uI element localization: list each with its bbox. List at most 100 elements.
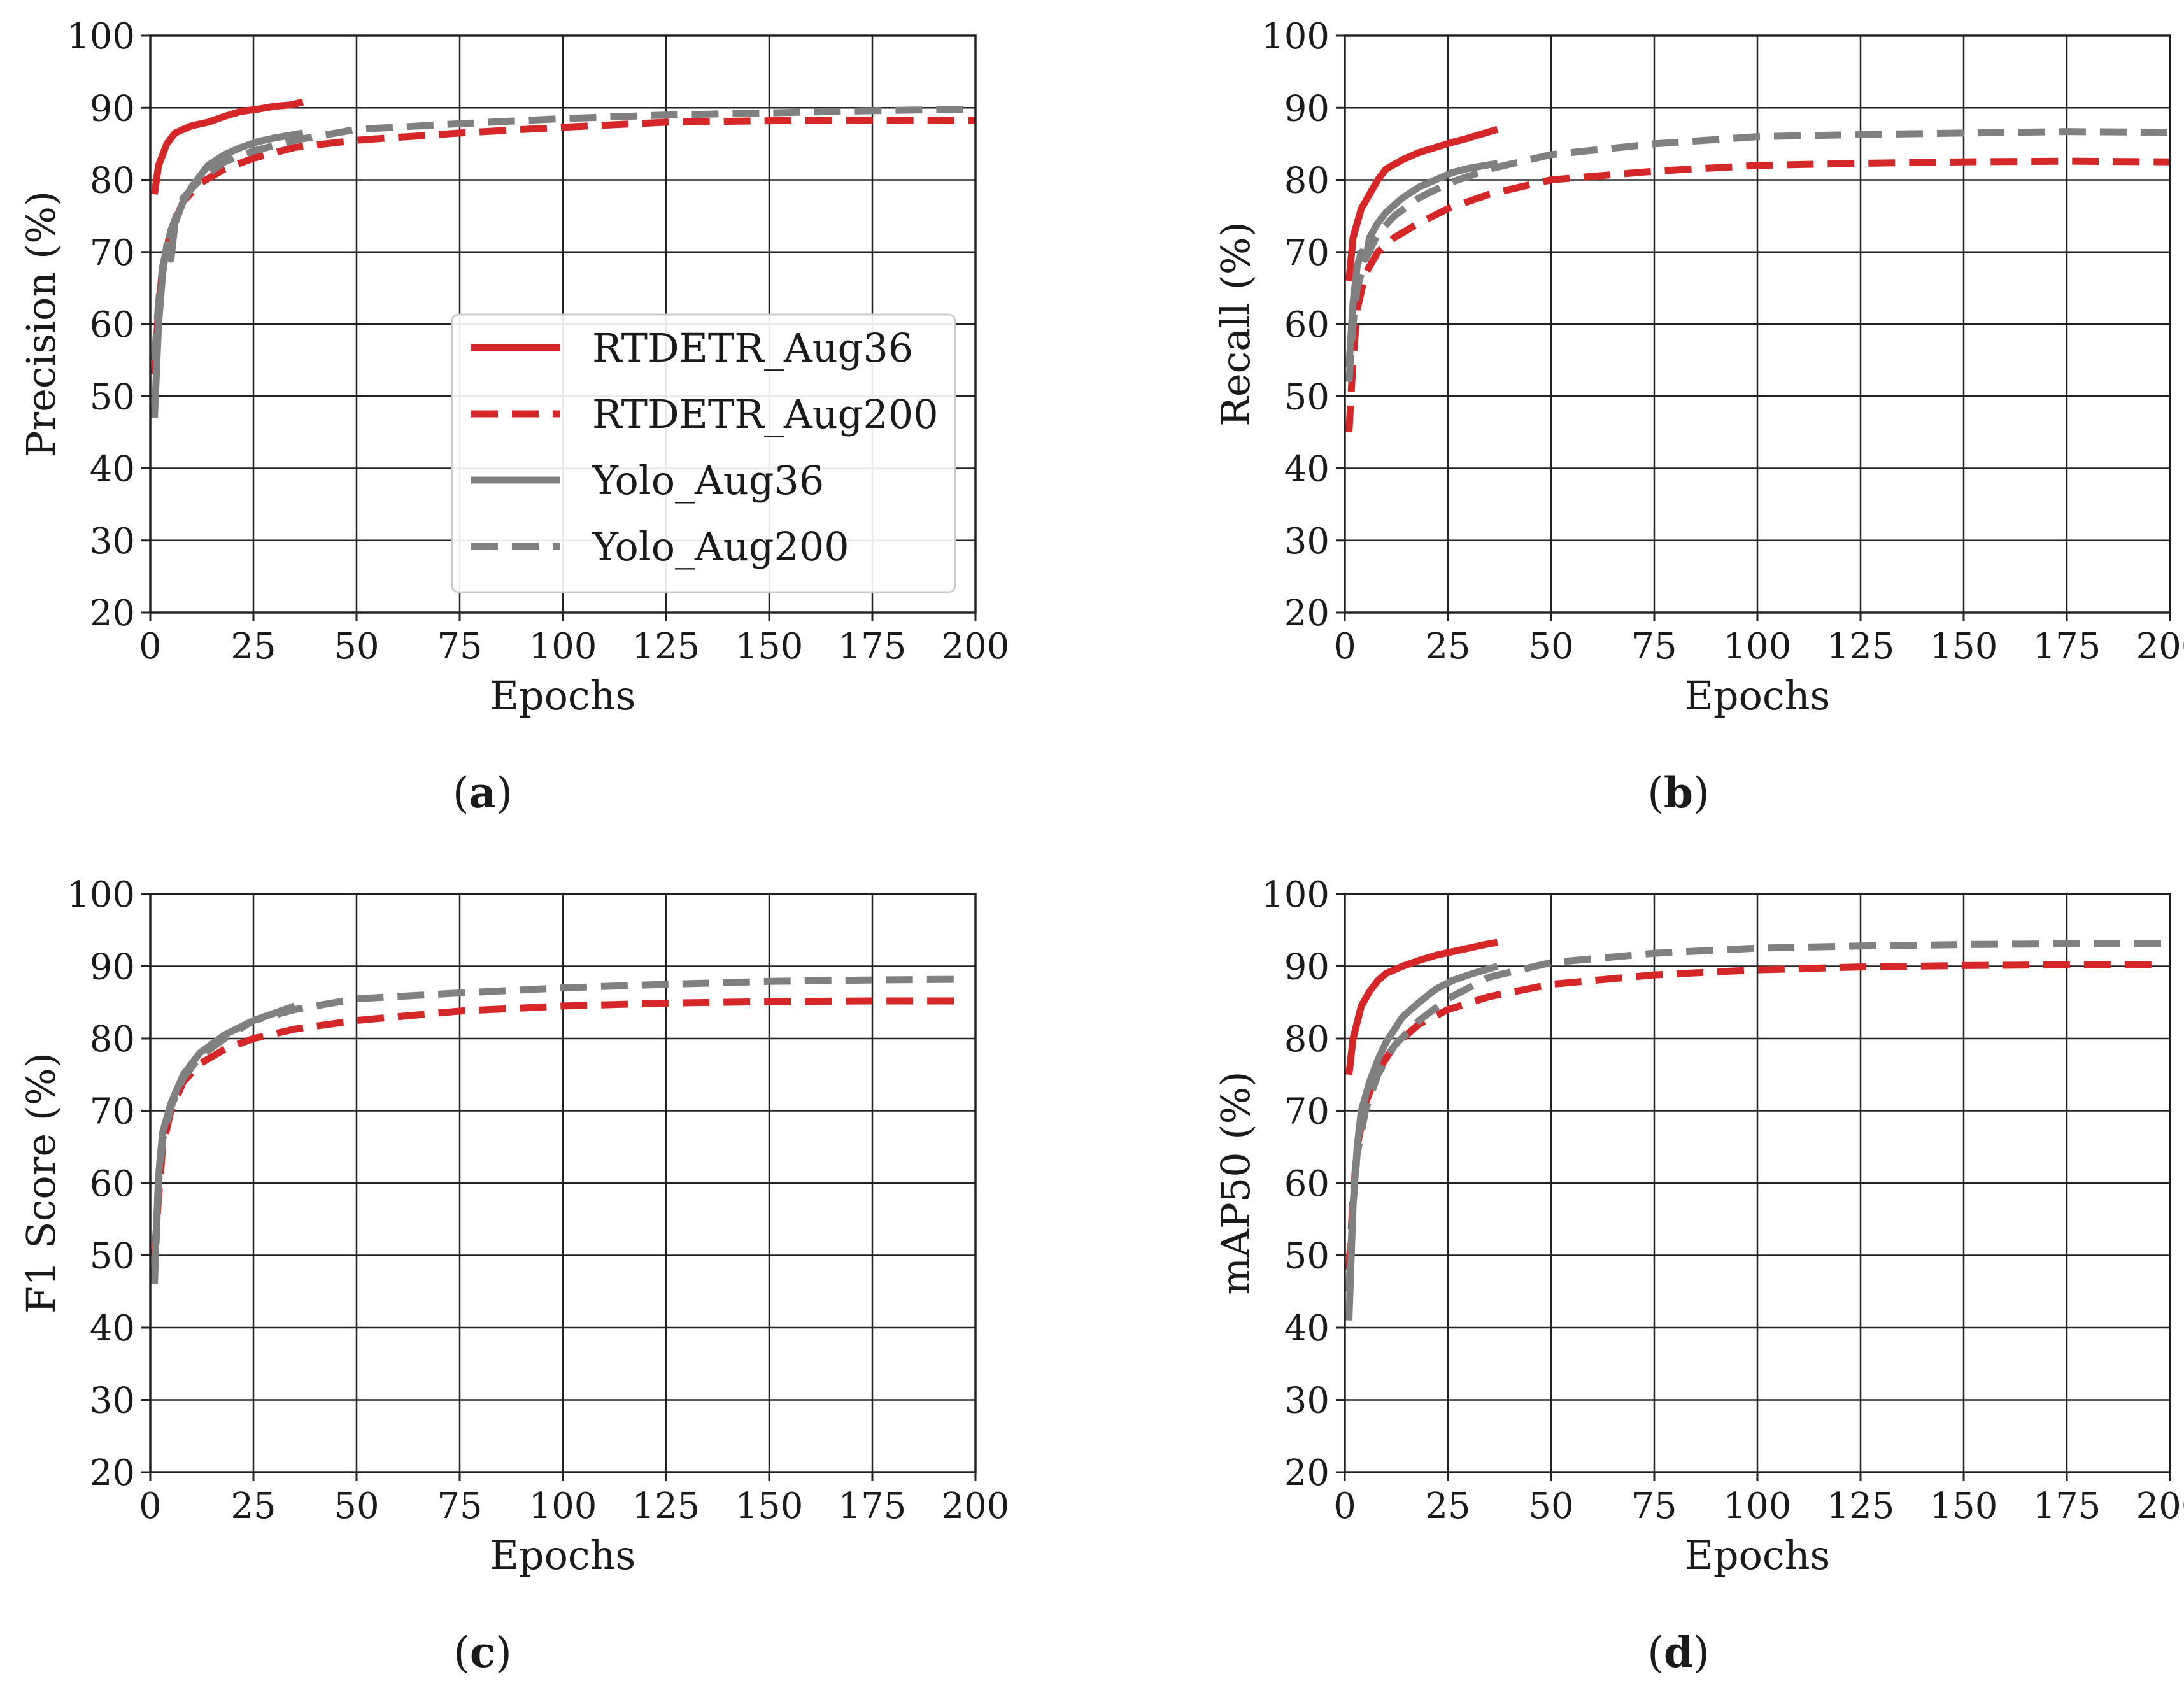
panel-c: 0 25 50 75 100 125 150 175 200 20 30 40 50 60 70 80 90 10… [18, 874, 1009, 1677]
x-tick-label: 200 [942, 1486, 1010, 1527]
y-tick-label: 50 [1284, 376, 1330, 418]
y-tick-label: 90 [1284, 947, 1330, 988]
x-tick-label: 150 [735, 626, 804, 667]
x-axis-label: Epochs [490, 672, 636, 719]
x-tick-label: 0 [1333, 1486, 1356, 1527]
x-tick-label: 25 [1425, 626, 1470, 667]
y-tick-label: 50 [90, 376, 135, 418]
x-tick-label: 200 [2136, 626, 2184, 667]
y-axis-label: mAP50 (%) [1212, 1071, 1259, 1294]
y-tick-label: 100 [1261, 874, 1330, 916]
x-tick-label: 125 [632, 1486, 700, 1527]
y-tick-label: 90 [90, 88, 135, 129]
y-tick-label: 40 [90, 1308, 135, 1349]
y-tick-label: 70 [90, 232, 135, 274]
y-axis-label: F1 Score (%) [18, 1053, 64, 1314]
x-tick-label: 175 [839, 626, 907, 667]
caption-close-paren: ) [495, 1628, 512, 1677]
y-tick-label: 100 [1261, 16, 1330, 57]
x-tick-label: 75 [437, 1486, 482, 1527]
y-tick-label: 30 [90, 521, 135, 562]
y-tick-label: 20 [1284, 593, 1330, 634]
y-tick-label: 20 [1284, 1452, 1330, 1494]
y-tick-label: 100 [67, 874, 135, 916]
caption-letter: b [1664, 768, 1693, 818]
y-tick-label: 70 [1284, 1091, 1330, 1133]
caption-open-paren: ( [1647, 1628, 1664, 1677]
x-tick-label: 25 [230, 1486, 276, 1527]
x-tick-label: 50 [334, 1486, 379, 1527]
x-tick-label: 0 [1333, 626, 1356, 667]
panel-b: 0 25 50 75 100 125 150 175 200 20 30 40 50 60 70 80 90 10… [1212, 16, 2184, 818]
x-tick-label: 25 [230, 626, 276, 667]
y-axis-label: Precision (%) [18, 191, 64, 458]
x-tick-label: 50 [1528, 626, 1573, 667]
y-tick-label: 70 [90, 1091, 135, 1133]
x-tick-label: 75 [437, 626, 482, 667]
x-tick-label: 175 [2033, 626, 2101, 667]
y-tick-label: 80 [90, 1019, 135, 1060]
caption-open-paren: ( [453, 1628, 470, 1677]
x-tick-label: 125 [1827, 1486, 1895, 1527]
caption-close-paren: ) [496, 769, 513, 818]
caption-close-paren: ) [1693, 1628, 1710, 1677]
caption-close-paren: ) [1693, 769, 1710, 818]
y-tick-label: 90 [1284, 88, 1330, 129]
panel-caption: (b) [1647, 768, 1710, 818]
series-line-yolo-aug200 [151, 106, 976, 360]
series-line-rtdetr-aug36 [1345, 939, 1498, 1075]
caption-letter: c [470, 1628, 495, 1677]
panel-caption: (a) [453, 768, 513, 818]
y-tick-label: 80 [1284, 1019, 1330, 1060]
y-tick-label: 60 [90, 304, 135, 346]
series-line-rtdetr-aug200 [1345, 157, 2171, 433]
panel-caption: (d) [1647, 1628, 1710, 1677]
x-tick-label: 175 [839, 1486, 907, 1527]
legend: RTDETR_Aug36 RTDETR_Aug200 Yolo_Aug36 Yolo_… [451, 313, 956, 593]
y-tick-label: 30 [1284, 521, 1330, 562]
caption-open-paren: ( [1647, 769, 1664, 818]
y-axis-label: Recall (%) [1212, 222, 1259, 427]
y-tick-label: 40 [1284, 449, 1330, 490]
x-tick-label: 75 [1631, 626, 1677, 667]
y-tick-label: 60 [1284, 304, 1330, 346]
x-tick-label: 150 [1930, 626, 1998, 667]
series-line-yolo-aug36 [1345, 963, 1499, 1321]
panel-caption: (c) [453, 1628, 512, 1677]
x-tick-label: 150 [1930, 1486, 1998, 1527]
caption-open-paren: ( [453, 769, 469, 818]
legend-label: Yolo_Aug36 [592, 457, 824, 504]
panel-a: 0 25 50 75 100 125 150 175 200 20 30 40 50 60 70 80 90 10… [18, 16, 1009, 818]
y-tick-label: 40 [1284, 1308, 1330, 1349]
y-tick-label: 80 [1284, 160, 1330, 202]
y-tick-label: 50 [90, 1236, 135, 1277]
x-tick-label: 50 [1528, 1486, 1573, 1527]
x-tick-label: 75 [1631, 1486, 1677, 1527]
x-tick-label: 150 [735, 1486, 804, 1527]
panel-d: 0 25 50 75 100 125 150 175 200 20 30 40 50 60 70 80 90 10… [1212, 874, 2184, 1677]
y-tick-label: 40 [90, 449, 135, 490]
axes-frame [149, 34, 977, 614]
legend-label: RTDETR_Aug200 [592, 391, 939, 437]
x-tick-label: 100 [529, 1486, 597, 1527]
series-line-rtdetr-aug36 [151, 98, 304, 195]
x-tick-label: 0 [139, 1486, 162, 1527]
caption-letter: a [469, 768, 497, 818]
legend-label: RTDETR_Aug36 [592, 325, 913, 371]
x-tick-label: 100 [529, 626, 597, 667]
x-tick-label: 100 [1724, 1486, 1792, 1527]
series-line-yolo-aug200 [1345, 940, 2162, 1292]
y-tick-label: 60 [90, 1163, 135, 1205]
y-tick-label: 100 [67, 16, 135, 57]
y-tick-label: 50 [1284, 1236, 1330, 1277]
caption-letter: d [1664, 1628, 1693, 1677]
series-line-yolo-aug36 [1345, 160, 1498, 368]
x-tick-label: 200 [2136, 1486, 2184, 1527]
x-axis-label: Epochs [1685, 672, 1831, 719]
x-tick-label: 125 [1827, 626, 1895, 667]
y-tick-label: 60 [1284, 1163, 1330, 1205]
x-tick-label: 100 [1724, 626, 1792, 667]
x-axis-label: Epochs [1685, 1532, 1831, 1578]
y-tick-label: 70 [1284, 232, 1330, 274]
